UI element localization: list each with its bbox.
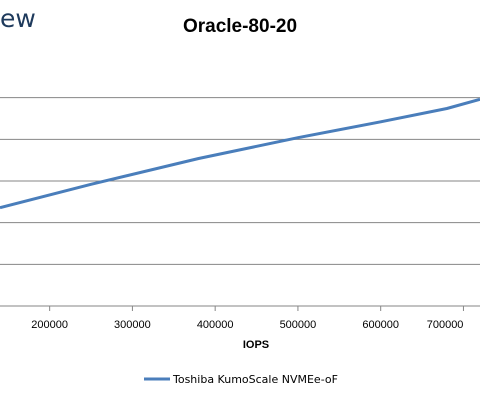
x-tick-label: 600000 bbox=[362, 319, 399, 331]
legend-label: Toshiba KumoScale NVMEe-oF bbox=[172, 373, 338, 386]
chart-title: Oracle-80-20 bbox=[183, 16, 297, 37]
watermark-logo-text: ew bbox=[0, 4, 36, 33]
x-tick-label: 300000 bbox=[114, 319, 151, 331]
legend: Toshiba KumoScale NVMEe-oF bbox=[144, 373, 338, 386]
gridlines bbox=[0, 97, 480, 265]
x-tick-label: 500000 bbox=[280, 319, 317, 331]
x-tick-label: 700000 bbox=[427, 319, 464, 331]
x-axis-ticks: 200000 300000 400000 500000 600000 700000 bbox=[31, 306, 464, 331]
x-tick-label: 400000 bbox=[197, 319, 234, 331]
x-axis-title: IOPS bbox=[243, 339, 269, 351]
x-tick-label: 200000 bbox=[31, 319, 68, 331]
series-line-0 bbox=[0, 97, 480, 210]
series-layer bbox=[0, 97, 480, 210]
